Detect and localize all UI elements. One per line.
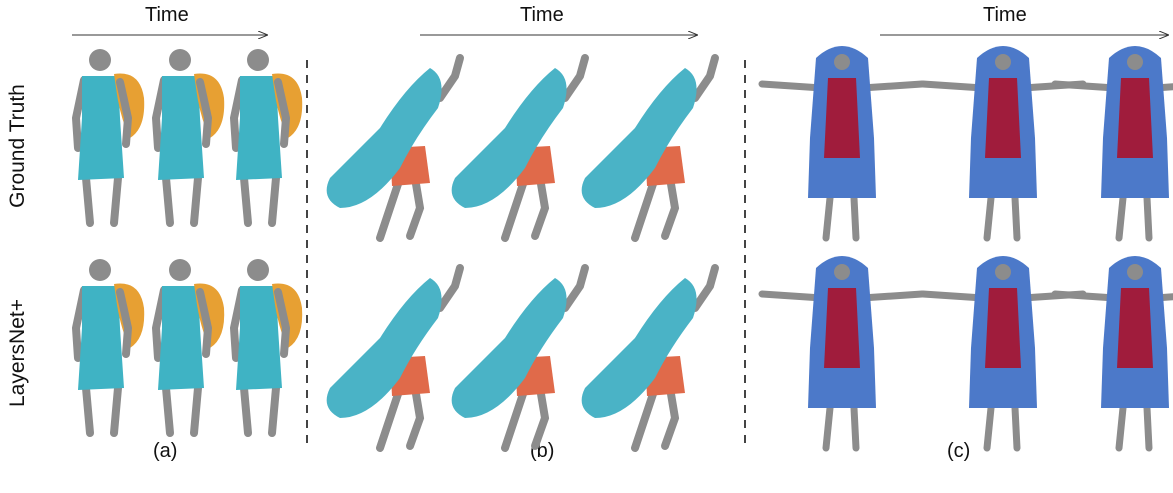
arm-left — [1051, 80, 1119, 92]
arm-raised — [436, 54, 464, 102]
panel-c-figure-1-2 — [1051, 256, 1173, 452]
panel-a-figures — [71, 49, 303, 437]
arm-right — [274, 78, 291, 148]
dress — [1117, 78, 1153, 158]
arm-right — [858, 290, 926, 302]
arm-left — [229, 286, 246, 362]
panel-a-figure-1-2 — [229, 259, 303, 437]
panel-b-figure-0-0 — [326, 54, 464, 242]
dress — [824, 288, 860, 368]
head — [89, 259, 111, 281]
panel-label-a: (a) — [153, 440, 178, 462]
arm-left — [919, 80, 987, 92]
panel-a-figure-0-0 — [71, 49, 145, 227]
leg-right — [406, 384, 425, 450]
arm-right — [1151, 83, 1173, 92]
panel-c-figures — [758, 46, 1173, 452]
arm-raised — [561, 264, 589, 312]
cape — [581, 68, 697, 208]
leg-right — [406, 174, 425, 240]
arm-left — [71, 286, 88, 362]
head — [169, 259, 191, 281]
leg-left — [501, 174, 529, 242]
panel-b-figure-0-1 — [451, 54, 589, 242]
head — [247, 259, 269, 281]
panel-b-figure-1-1 — [451, 264, 589, 452]
head — [247, 49, 269, 71]
leg-right — [531, 174, 550, 240]
arm-left — [919, 290, 987, 302]
cape — [451, 278, 567, 418]
dress — [824, 78, 860, 158]
head — [995, 54, 1011, 70]
leg-right — [661, 174, 680, 240]
panel-b-figures — [326, 54, 719, 452]
cape — [581, 278, 697, 418]
arm-left — [151, 76, 168, 152]
head — [834, 264, 850, 280]
panel-b-figure-1-2 — [581, 264, 719, 452]
arm-left — [758, 80, 826, 92]
leg-left — [501, 384, 529, 452]
panel-a-figure-0-1 — [151, 49, 225, 227]
panel-c-figure-0-0 — [758, 46, 926, 242]
panel-c-figure-1-0 — [758, 256, 926, 452]
leg-left — [631, 384, 659, 452]
head — [834, 54, 850, 70]
arm-right — [1151, 293, 1173, 302]
head — [89, 49, 111, 71]
tunic — [158, 286, 204, 390]
panel-label-c: (c) — [947, 440, 971, 462]
dress — [985, 288, 1021, 368]
arm-right — [196, 288, 213, 358]
arm-right — [116, 78, 133, 148]
arm-left — [1051, 290, 1119, 302]
tunic — [78, 286, 124, 390]
arm-left — [229, 76, 246, 152]
panel-c-figure-0-2 — [1051, 46, 1173, 242]
panel-b-figure-0-2 — [581, 54, 719, 242]
arm-raised — [436, 264, 464, 312]
head — [1127, 264, 1143, 280]
panel-a-figure-1-1 — [151, 259, 225, 437]
arm-raised — [691, 54, 719, 102]
tunic — [236, 286, 282, 390]
time-label-a: Time — [145, 4, 189, 26]
head — [995, 264, 1011, 280]
arm-left — [151, 286, 168, 362]
arm-right — [116, 288, 133, 358]
panel-b-figure-1-0 — [326, 264, 464, 452]
arm-raised — [691, 264, 719, 312]
arm-left — [758, 290, 826, 302]
panel-c-figure-1-1 — [919, 256, 1087, 452]
leg-right — [531, 384, 550, 450]
arm-right — [196, 78, 213, 148]
cape — [326, 68, 442, 208]
tunic — [236, 76, 282, 180]
panel-a-figure-1-0 — [71, 259, 145, 437]
arm-left — [71, 76, 88, 152]
arm-raised — [561, 54, 589, 102]
arm-right — [274, 288, 291, 358]
leg-right — [661, 384, 680, 450]
leg-left — [376, 174, 404, 242]
dress — [985, 78, 1021, 158]
tunic — [158, 76, 204, 180]
head — [1127, 54, 1143, 70]
cape — [326, 278, 442, 418]
time-label-c: Time — [983, 4, 1027, 26]
dress — [1117, 288, 1153, 368]
time-label-b: Time — [520, 4, 564, 26]
leg-left — [631, 174, 659, 242]
panel-a-figure-0-2 — [229, 49, 303, 227]
cape — [451, 68, 567, 208]
tunic — [78, 76, 124, 180]
arm-right — [858, 80, 926, 92]
leg-left — [376, 384, 404, 452]
panel-c-figure-0-1 — [919, 46, 1087, 242]
head — [169, 49, 191, 71]
